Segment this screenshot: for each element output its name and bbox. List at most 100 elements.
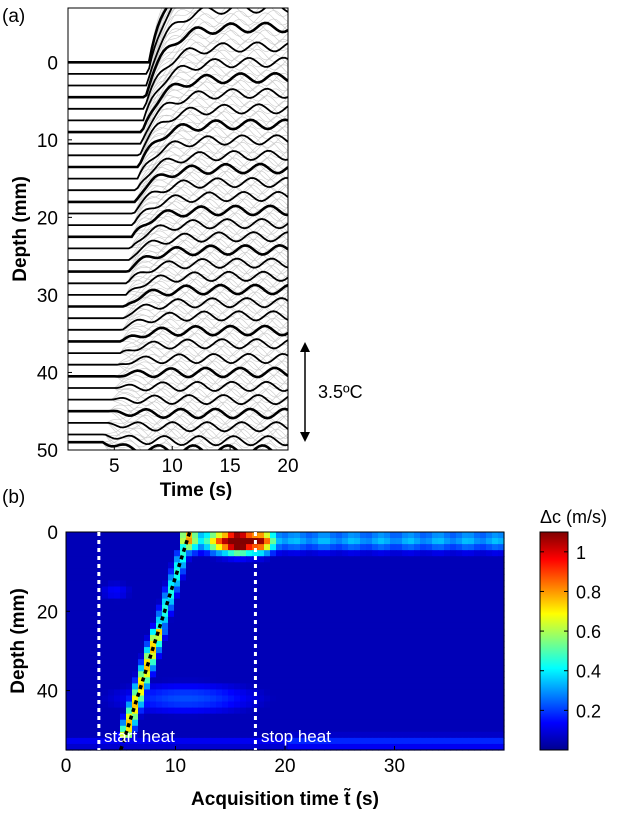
- heatmap-cell: [330, 610, 337, 618]
- heatmap-cell: [156, 653, 163, 660]
- heatmap-cell: [402, 532, 409, 539]
- heatmap-cell: [120, 544, 127, 551]
- heatmap-cell: [414, 731, 421, 739]
- heatmap-cell: [264, 592, 271, 600]
- heatmap-cell: [282, 671, 289, 678]
- heatmap-cell: [372, 616, 379, 624]
- heatmap-cell: [426, 647, 433, 654]
- heatmap-cell: [372, 598, 379, 606]
- heatmap-cell: [114, 634, 121, 642]
- heatmap-cell: [468, 743, 475, 751]
- heatmap-cell: [234, 532, 241, 539]
- heatmap-cell: [462, 689, 469, 697]
- heatmap-cell: [144, 665, 151, 672]
- heatmap-cell: [150, 641, 157, 648]
- heatmap-cell: [480, 580, 487, 588]
- heatmap-cell: [270, 628, 277, 636]
- heatmap-cell: [330, 731, 337, 739]
- heatmap-cell: [288, 592, 295, 600]
- heatmap-cell: [450, 580, 457, 588]
- heatmap-cell: [384, 610, 391, 618]
- heatmap-cell: [390, 586, 397, 594]
- heatmap-cell: [462, 719, 469, 727]
- heatmap-cell: [192, 743, 199, 751]
- heatmap-cell: [90, 743, 97, 751]
- heatmap-cell: [456, 610, 463, 618]
- heatmap-cell: [78, 532, 85, 539]
- heatmap-cell: [234, 719, 241, 727]
- heatmap-cell: [78, 719, 85, 727]
- heatmap-cell: [300, 725, 307, 733]
- heatmap-cell: [78, 665, 85, 672]
- heatmap-cell: [138, 737, 145, 745]
- heatmap-cell: [234, 737, 241, 745]
- heatmap-cell: [168, 562, 175, 569]
- heatmap-cell: [126, 689, 133, 697]
- heatmap-cell: [450, 707, 457, 715]
- heatmap-cell: [162, 647, 169, 654]
- heatmap-cell: [384, 737, 391, 745]
- heatmap-cell: [282, 562, 289, 569]
- heatmap-cell: [72, 550, 79, 557]
- heatmap-cell: [450, 737, 457, 745]
- heatmap-cell: [330, 622, 337, 630]
- heatmap-cell: [156, 550, 163, 557]
- heatmap-cell: [420, 719, 427, 727]
- heatmap-cell: [180, 586, 187, 594]
- heatmap-cell: [384, 580, 391, 588]
- heatmap-cell: [228, 604, 235, 612]
- heatmap-cell: [102, 647, 109, 654]
- heatmap-cell: [144, 634, 151, 642]
- heatmap-cell: [210, 604, 217, 612]
- heatmap-cell: [222, 616, 229, 624]
- heatmap-cell: [342, 647, 349, 654]
- heatmap-cell: [222, 610, 229, 618]
- heatmap-cell: [264, 695, 271, 703]
- heatmap-cell: [144, 695, 151, 703]
- heatmap-cell: [228, 689, 235, 697]
- heatmap-cell: [96, 725, 103, 733]
- heatmap-cell: [390, 641, 397, 648]
- heatmap-cell: [78, 671, 85, 678]
- heatmap-cell: [366, 641, 373, 648]
- trace-16: [68, 217, 288, 250]
- heatmap-cell: [456, 544, 463, 551]
- heatmap-cell: [216, 671, 223, 678]
- heatmap-cell: [282, 707, 289, 715]
- heatmap-cell: [354, 562, 361, 569]
- heatmap-cell: [318, 568, 325, 575]
- heatmap-cell: [456, 677, 463, 684]
- heatmap-cell: [132, 647, 139, 654]
- heatmap-cell: [306, 695, 313, 703]
- heatmap-cell: [312, 665, 319, 672]
- heatmap-cell: [498, 659, 505, 666]
- heatmap-cell: [312, 659, 319, 666]
- heatmap-cell: [408, 550, 415, 557]
- heatmap-cell: [66, 647, 73, 654]
- heatmap-cell: [444, 532, 451, 539]
- heatmap-cell: [288, 683, 295, 691]
- heatmap-cell: [258, 586, 265, 594]
- trace-25: [68, 338, 288, 354]
- heatmap-cell: [384, 598, 391, 606]
- heatmap-cell: [306, 713, 313, 721]
- heatmap-cell: [474, 659, 481, 666]
- heatmap-cell: [282, 556, 289, 563]
- heatmap-cell: [84, 713, 91, 721]
- heatmap-cell: [258, 641, 265, 648]
- heatmap-cell: [258, 604, 265, 612]
- heatmap-cell: [138, 665, 145, 672]
- colorbar: [539, 531, 569, 751]
- heatmap-cell: [204, 677, 211, 684]
- heatmap-cell: [438, 562, 445, 569]
- heatmap-cell: [366, 707, 373, 715]
- heatmap-cell: [330, 743, 337, 751]
- heatmap-cell: [150, 737, 157, 745]
- heatmap-cell: [450, 695, 457, 703]
- heatmap-cell: [162, 743, 169, 751]
- heatmap-cell: [126, 701, 133, 709]
- heatmap-cell: [420, 556, 427, 563]
- heatmap-cell: [480, 659, 487, 666]
- heatmap-cell: [324, 677, 331, 684]
- heatmap-cell: [468, 677, 475, 684]
